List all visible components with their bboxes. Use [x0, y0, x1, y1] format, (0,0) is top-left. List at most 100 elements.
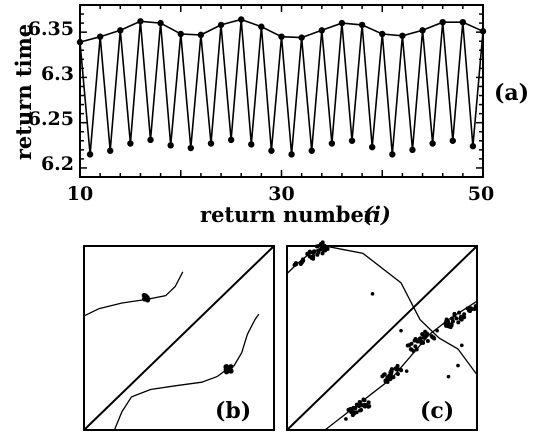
panel-c-point	[351, 405, 356, 410]
panel-c-outlier	[460, 343, 464, 348]
panel-c-point	[414, 347, 419, 352]
data-point	[258, 23, 265, 30]
panel-c-point	[432, 336, 437, 341]
data-point	[469, 143, 477, 150]
panel-c-point	[467, 309, 472, 314]
panel-c-outlier	[370, 292, 375, 296]
panel-c-point	[388, 370, 393, 375]
y-tick-label-6.25: 6.25	[28, 108, 74, 130]
panel-c-point	[320, 251, 325, 256]
panel-c-point	[311, 250, 316, 255]
data-point	[419, 27, 426, 34]
data-point	[137, 18, 144, 25]
data-point	[288, 151, 295, 158]
panel-c-point	[454, 316, 459, 321]
panel-c-point	[366, 400, 371, 405]
panel-c-point	[398, 367, 403, 372]
data-point	[409, 146, 416, 154]
panel-c-point	[385, 379, 390, 384]
data-point	[86, 151, 94, 158]
x-tick-label-50: 50	[468, 183, 494, 205]
panel-c-outlier	[456, 363, 460, 368]
panel-c-point	[292, 263, 297, 268]
panel-c-point	[314, 244, 319, 249]
data-point	[429, 140, 436, 147]
panel-c-point	[443, 321, 448, 326]
panel-c-point	[354, 402, 359, 407]
panel-c-curve	[286, 245, 478, 376]
panel-c-point	[449, 322, 454, 327]
panel-c-point	[473, 304, 478, 309]
data-point	[147, 136, 154, 144]
data-point	[268, 147, 275, 154]
panel-b-tag: (b)	[215, 398, 251, 424]
data-point	[227, 136, 235, 144]
panel-c-point	[323, 245, 328, 250]
panel-c-point	[358, 408, 363, 413]
panel-c-point	[413, 344, 418, 349]
data-point	[177, 30, 184, 38]
panel-a-tag: (a)	[494, 80, 529, 106]
panel-c-point	[418, 336, 423, 341]
panel-c-point	[408, 347, 413, 352]
panel-c-point	[320, 245, 325, 250]
panel-c-point	[308, 250, 313, 255]
data-point	[96, 33, 104, 40]
data-point	[459, 19, 467, 26]
panel-b: (b)	[83, 245, 275, 431]
y-axis-label: return time	[11, 24, 36, 160]
panel-b-point	[223, 364, 229, 370]
panel-c-point	[425, 339, 430, 344]
data-point	[399, 32, 406, 39]
data-point	[207, 140, 215, 147]
panel-b-point	[144, 294, 150, 301]
panel-c-point	[361, 397, 366, 402]
panel-c-outlier	[344, 417, 348, 421]
panel-a: 10 30 50 6.2 6.25 6.3 6.35 return number…	[11, 4, 529, 227]
panel-b-diagonal	[83, 245, 275, 431]
y-tick-label-6.35: 6.35	[28, 18, 74, 40]
data-point	[248, 141, 255, 148]
panel-c-point	[459, 314, 464, 319]
data-point	[217, 21, 225, 29]
data-point	[389, 151, 396, 158]
data-point	[328, 140, 336, 147]
panel-c-diagonal	[286, 245, 478, 431]
panel-c-outlier	[446, 374, 451, 379]
data-point	[318, 27, 325, 34]
panel-c-point	[395, 363, 400, 368]
data-point	[278, 33, 285, 40]
panel-c: (c)	[286, 240, 478, 431]
x-tick-label-30: 30	[268, 183, 294, 205]
panel-c-point	[362, 402, 367, 407]
data-point	[187, 144, 195, 152]
data-point	[338, 19, 346, 27]
panel-b-points	[141, 292, 234, 375]
panel-c-point	[308, 254, 313, 259]
panel-c-point	[395, 371, 400, 376]
panel-c-point	[391, 375, 396, 380]
data-point	[449, 137, 456, 144]
panel-c-point	[459, 317, 464, 322]
x-axis-symbol: (i)	[363, 202, 391, 227]
panel-a-tick-labels: 10 30 50 6.2 6.25 6.3 6.35	[28, 18, 495, 205]
x-tick-label-10: 10	[67, 183, 93, 205]
panel-c-point	[465, 306, 470, 311]
panel-c-point	[409, 341, 414, 346]
data-point	[117, 27, 124, 34]
panel-c-point	[462, 312, 467, 317]
data-point	[358, 21, 366, 29]
data-point	[298, 34, 305, 41]
panel-c-point	[366, 404, 371, 409]
data-point	[238, 16, 245, 23]
panel-c-point	[299, 259, 304, 264]
panel-c-point	[457, 310, 462, 315]
panel-c-outlier	[404, 369, 409, 373]
data-point	[439, 19, 446, 26]
x-axis-label: return number	[200, 202, 376, 227]
panel-c-points	[292, 240, 478, 421]
panel-c-point	[456, 320, 461, 325]
panel-a-series	[76, 16, 487, 158]
panel-c-point	[449, 316, 454, 321]
